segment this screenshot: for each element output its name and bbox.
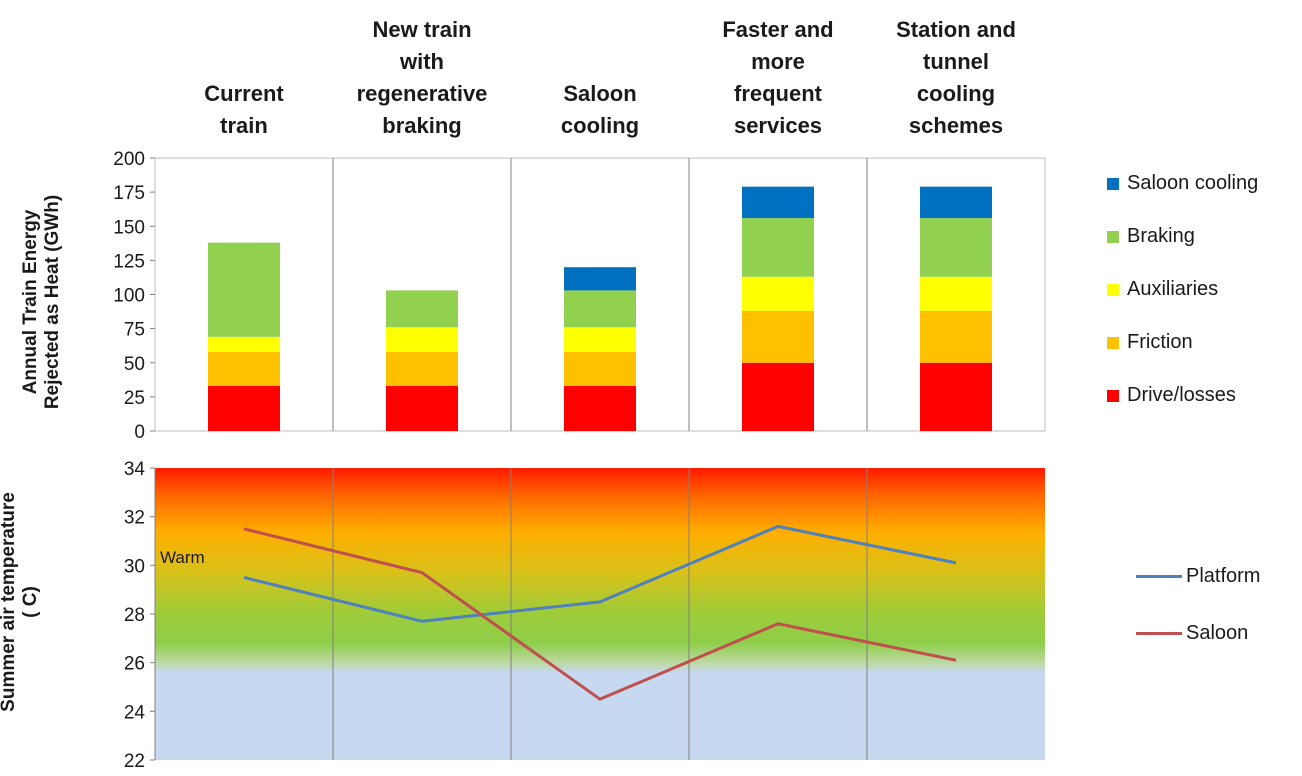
bar-friction bbox=[386, 351, 458, 386]
legend-line-swatch bbox=[1136, 575, 1182, 578]
bar-friction bbox=[208, 351, 280, 386]
category-label: Saloon cooling bbox=[515, 78, 685, 142]
bar-auxiliaries bbox=[386, 327, 458, 352]
legend-swatch bbox=[1107, 336, 1119, 349]
category-label-line: cooling bbox=[560, 113, 640, 138]
energy-tick-label: 25 bbox=[124, 388, 145, 409]
bar-braking bbox=[920, 218, 992, 277]
legend-item-saloon-cooling: Saloon cooling bbox=[1107, 172, 1258, 195]
energy-tick-label: 125 bbox=[113, 251, 145, 272]
category-label-line: train bbox=[220, 113, 268, 138]
category-label-line: Saloon bbox=[563, 81, 637, 106]
category-label-line: frequent bbox=[734, 81, 822, 106]
category-label-line: schemes bbox=[908, 113, 1004, 138]
line-platform bbox=[243, 524, 957, 623]
category-label: Station and tunnel cooling schemes bbox=[871, 14, 1041, 142]
bar-saloon-cooling bbox=[920, 186, 992, 219]
temperature-plot-area bbox=[155, 468, 1045, 760]
category-label-line: cooling bbox=[916, 81, 996, 106]
temperature-tick-label: 24 bbox=[124, 702, 146, 723]
temperature-tick-label: 22 bbox=[124, 751, 145, 772]
bar-braking bbox=[742, 218, 814, 277]
temperature-axis-title-line-1: Summer air temperature bbox=[0, 492, 19, 712]
energy-tick-label: 0 bbox=[134, 422, 145, 443]
bar-auxiliaries bbox=[208, 336, 280, 352]
energy-tick-label: 100 bbox=[113, 286, 145, 307]
bar-braking bbox=[208, 242, 280, 337]
category-label: Faster and more frequent services bbox=[693, 14, 863, 142]
category-label-line: braking bbox=[382, 113, 462, 138]
category-label-line: with bbox=[400, 49, 444, 74]
temperature-axis-title-line-2: ( C) bbox=[20, 586, 41, 618]
bar-friction bbox=[742, 310, 814, 363]
legend-swatch bbox=[1107, 283, 1119, 296]
line-saloon bbox=[243, 527, 957, 701]
legend-label: Saloon cooling bbox=[1127, 172, 1259, 194]
temperature-tick-label: 30 bbox=[124, 556, 145, 577]
legend-item-braking: Braking bbox=[1107, 225, 1195, 248]
category-label: New train with regenerative braking bbox=[337, 14, 507, 142]
bar-drive-losses bbox=[386, 385, 458, 431]
bar-drive-losses bbox=[742, 362, 814, 431]
energy-tick-label: 50 bbox=[124, 354, 145, 375]
temperature-tick-label: 26 bbox=[124, 654, 145, 675]
bar-auxiliaries bbox=[742, 276, 814, 311]
legend-line-swatch bbox=[1136, 632, 1182, 635]
legend-item-friction: Friction bbox=[1107, 331, 1193, 354]
bar-auxiliaries bbox=[920, 276, 992, 311]
bar-drive-losses bbox=[208, 385, 280, 431]
legend-label: Platform bbox=[1186, 565, 1261, 587]
legend-swatch bbox=[1107, 389, 1119, 402]
category-label: Current train bbox=[159, 78, 329, 142]
category-label-line: Station and bbox=[896, 17, 1016, 42]
bar-friction bbox=[920, 310, 992, 363]
legend-item-saloon: Saloon bbox=[1136, 622, 1248, 645]
energy-axis-title-line-1: Annual Train Energy bbox=[20, 209, 41, 395]
energy-tick-label: 75 bbox=[124, 320, 145, 341]
bar-saloon-cooling bbox=[564, 267, 636, 291]
energy-tick-label: 175 bbox=[113, 183, 145, 204]
category-label-line: more bbox=[751, 49, 805, 74]
bar-braking bbox=[564, 290, 636, 328]
legend-label: Friction bbox=[1127, 331, 1193, 353]
category-label-line: regenerative bbox=[356, 81, 488, 106]
category-label-line: New train bbox=[372, 17, 472, 42]
legend-label: Braking bbox=[1127, 225, 1195, 247]
legend-swatch bbox=[1107, 177, 1119, 190]
legend-label: Auxiliaries bbox=[1127, 278, 1219, 300]
bar-braking bbox=[386, 290, 458, 328]
legend-swatch bbox=[1107, 230, 1119, 243]
warm-label: Warm bbox=[160, 548, 205, 567]
legend-item-platform: Platform bbox=[1136, 565, 1260, 588]
temperature-line-chart: 22 24 26 28 30 32 34 bbox=[124, 459, 1045, 772]
category-label-line: Current bbox=[204, 81, 284, 106]
legend-item-auxiliaries: Auxiliaries bbox=[1107, 278, 1218, 301]
legend-label: Drive/losses bbox=[1127, 384, 1236, 406]
bar-saloon-cooling bbox=[742, 186, 814, 219]
temperature-axis-title: Summer air temperature ( C) bbox=[0, 472, 42, 732]
temperature-tick-label: 34 bbox=[124, 459, 146, 480]
category-label-line: services bbox=[733, 113, 823, 138]
bar-drive-losses bbox=[564, 385, 636, 431]
legend-item-drive-losses: Drive/losses bbox=[1107, 384, 1236, 407]
temperature-tick-label: 28 bbox=[124, 605, 145, 626]
bar-friction bbox=[564, 351, 636, 386]
bar-auxiliaries bbox=[564, 327, 636, 352]
energy-tick-label: 150 bbox=[113, 217, 145, 238]
energy-bar-chart: 0 25 50 75 100 125 150 175 200 bbox=[113, 149, 1046, 443]
category-label-line: Faster and bbox=[722, 17, 834, 42]
bar-drive-losses bbox=[920, 362, 992, 431]
energy-axis-title-line-2: Rejected as Heat (GWh) bbox=[42, 194, 63, 410]
temperature-tick-label: 32 bbox=[124, 508, 145, 529]
legend-label: Saloon bbox=[1186, 622, 1249, 644]
category-label-line: tunnel bbox=[923, 49, 989, 74]
energy-tick-label: 200 bbox=[113, 149, 145, 170]
energy-axis-title: Annual Train Energy Rejected as Heat (GW… bbox=[20, 172, 64, 432]
